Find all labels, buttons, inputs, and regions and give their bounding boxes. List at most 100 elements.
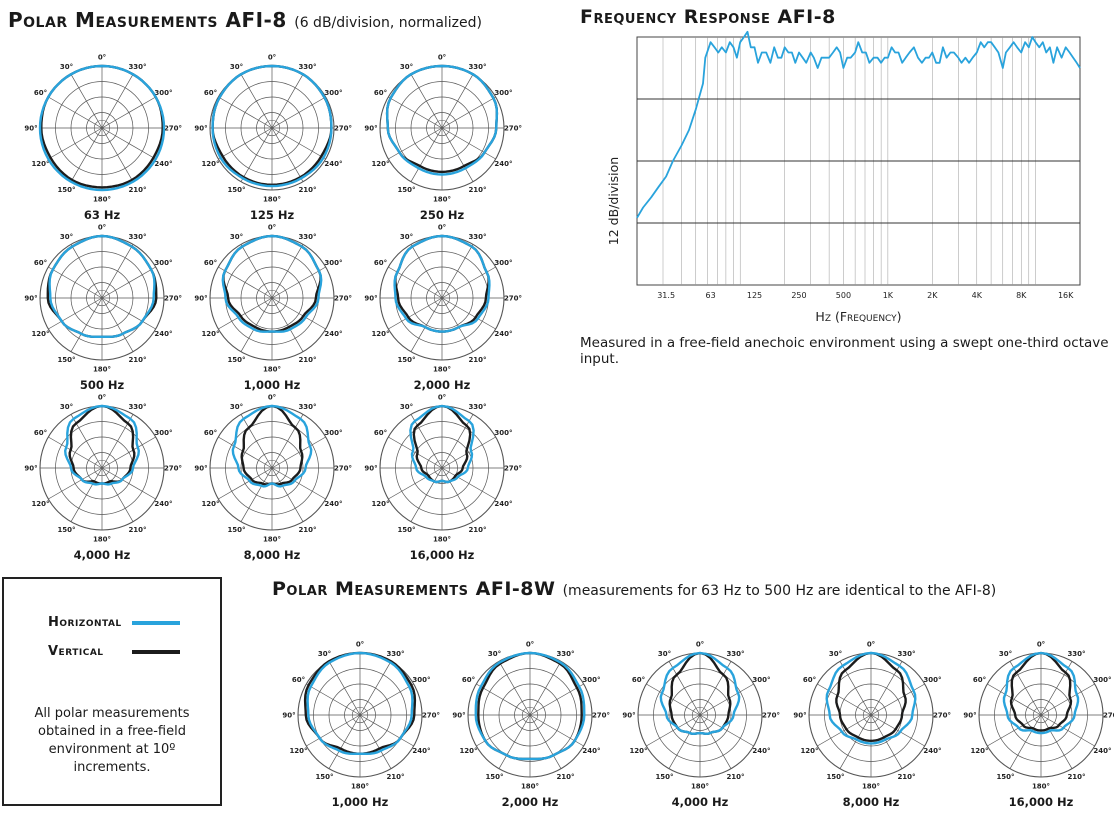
- angle-label: 30°: [400, 233, 413, 241]
- afi8-polar-title-text: Polar Measurements AFI-8: [8, 8, 287, 32]
- angle-label: 330°: [298, 403, 316, 411]
- polar-svg: 0° 30° 60° 90° 120° 150° 180° 210° 240° 270° 300° 3…: [364, 394, 522, 544]
- horizontal-curve: [474, 651, 586, 761]
- polar-spoke: [70, 297, 103, 352]
- angle-label: 330°: [468, 233, 486, 241]
- angle-label: 90°: [452, 712, 465, 720]
- fr-xlabel: Hz (Frequency): [815, 309, 901, 324]
- polar-spoke: [441, 414, 474, 469]
- polar-spoke: [240, 127, 273, 182]
- polar-spoke: [410, 244, 443, 299]
- angle-label: 270°: [592, 712, 610, 720]
- afi8-polar-plot: 0° 30° 60° 90° 120° 150° 180° 210° 240° 270° 300° 3…: [352, 378, 532, 564]
- angle-label: 120°: [201, 160, 219, 168]
- horizontal-curve: [38, 64, 166, 192]
- fr-series-line: [636, 30, 1081, 219]
- fr-tick-label: 250: [791, 291, 806, 300]
- afi8-polar-plot: 0° 30° 60° 90° 120° 150° 180° 210° 240° 270° 300° 3…: [182, 208, 362, 394]
- polar-spoke: [388, 467, 443, 500]
- horizontal-curve: [393, 234, 491, 333]
- angle-label: 270°: [504, 465, 522, 473]
- angle-label: 300°: [494, 89, 512, 97]
- angle-label: 90°: [364, 295, 377, 303]
- angle-label: 270°: [1103, 712, 1114, 720]
- polar-svg: 0° 30° 60° 90° 120° 150° 180° 210° 240° 270° 300° 3…: [194, 394, 352, 544]
- angle-label: 60°: [374, 259, 387, 267]
- angle-label: 120°: [371, 500, 389, 508]
- angle-label: 240°: [324, 160, 342, 168]
- polar-spoke: [498, 714, 531, 769]
- fr-tick-label: 500: [836, 291, 851, 300]
- angle-label: 210°: [128, 186, 146, 194]
- angle-label: 240°: [324, 500, 342, 508]
- polar-caption: 125 Hz: [249, 208, 295, 222]
- angle-label: 120°: [31, 500, 49, 508]
- angle-label: 240°: [1093, 747, 1111, 755]
- polar-spoke: [1040, 683, 1095, 716]
- polar-spoke: [388, 297, 443, 330]
- angle-label: 90°: [364, 465, 377, 473]
- angle-label: 30°: [60, 403, 73, 411]
- afi8-polar-plot: 0° 30° 60° 90° 120° 150° 180° 210° 240° 270° 300° 3…: [12, 208, 192, 394]
- polar-caption: 4,000 Hz: [73, 548, 131, 562]
- angle-label: 30°: [400, 63, 413, 71]
- afi8w-polar-plot: 0° 30° 60° 90° 120° 150° 180° 210° 240° 270° 300° 3…: [270, 625, 450, 811]
- polar-spoke: [271, 467, 304, 522]
- fr-tick-label: 1K: [883, 291, 894, 300]
- angle-label: 300°: [412, 676, 430, 684]
- angle-label: 0°: [526, 641, 534, 649]
- polar-spoke: [870, 714, 903, 769]
- polar-spoke: [271, 96, 326, 129]
- angle-label: 270°: [504, 125, 522, 133]
- angle-label: 270°: [504, 295, 522, 303]
- angle-label: 210°: [298, 526, 316, 534]
- polar-spoke: [101, 436, 156, 469]
- angle-label: 270°: [334, 295, 352, 303]
- angle-label: 180°: [93, 196, 111, 204]
- angle-label: 270°: [762, 712, 780, 720]
- angle-label: 210°: [298, 356, 316, 364]
- polar-svg: 0° 30° 60° 90° 120° 150° 180° 210° 240° 270° 300° 3…: [24, 394, 182, 544]
- angle-label: 180°: [433, 196, 451, 204]
- polar-svg: 0° 30° 60° 90° 120° 150° 180° 210° 240° 270° 300° 3…: [793, 641, 951, 791]
- angle-label: 180°: [1032, 783, 1050, 791]
- polar-spoke: [218, 266, 273, 299]
- polar-spoke: [359, 714, 414, 747]
- angle-label: 150°: [227, 526, 245, 534]
- angle-label: 270°: [334, 465, 352, 473]
- polar-spoke: [218, 467, 273, 500]
- polar-spoke: [476, 683, 531, 716]
- polar-spoke: [70, 244, 103, 299]
- angle-label: 90°: [194, 465, 207, 473]
- angle-label: 150°: [57, 526, 75, 534]
- angle-label: 120°: [201, 500, 219, 508]
- polar-spoke: [101, 96, 156, 129]
- angle-label: 0°: [1037, 641, 1045, 649]
- angle-label: 120°: [201, 330, 219, 338]
- polar-spoke: [101, 74, 134, 129]
- polar-spoke: [870, 714, 925, 747]
- polar-spoke: [987, 714, 1042, 747]
- polar-spoke: [441, 74, 474, 129]
- horizontal-curve: [211, 64, 333, 188]
- angle-label: 90°: [194, 295, 207, 303]
- angle-label: 150°: [227, 356, 245, 364]
- polar-spoke: [101, 127, 156, 160]
- afi8w-polar-plot: 0° 30° 60° 90° 120° 150° 180° 210° 240° 270° 300° 3…: [951, 625, 1114, 811]
- angle-label: 0°: [696, 641, 704, 649]
- angle-label: 330°: [298, 63, 316, 71]
- polar-spoke: [870, 683, 925, 716]
- angle-label: 0°: [98, 224, 106, 232]
- polar-spoke: [699, 683, 754, 716]
- polar-spoke: [668, 714, 701, 769]
- polar-spoke: [1009, 714, 1042, 769]
- angle-label: 210°: [468, 526, 486, 534]
- fr-tick-label: 2K: [927, 291, 938, 300]
- angle-label: 90°: [24, 465, 37, 473]
- angle-label: 60°: [204, 429, 217, 437]
- angle-label: 150°: [996, 773, 1014, 781]
- angle-label: 210°: [468, 186, 486, 194]
- angle-label: 60°: [204, 89, 217, 97]
- polar-spoke: [70, 467, 103, 522]
- afi8-polar-title: Polar Measurements AFI-8 (6 dB/division,…: [8, 8, 482, 32]
